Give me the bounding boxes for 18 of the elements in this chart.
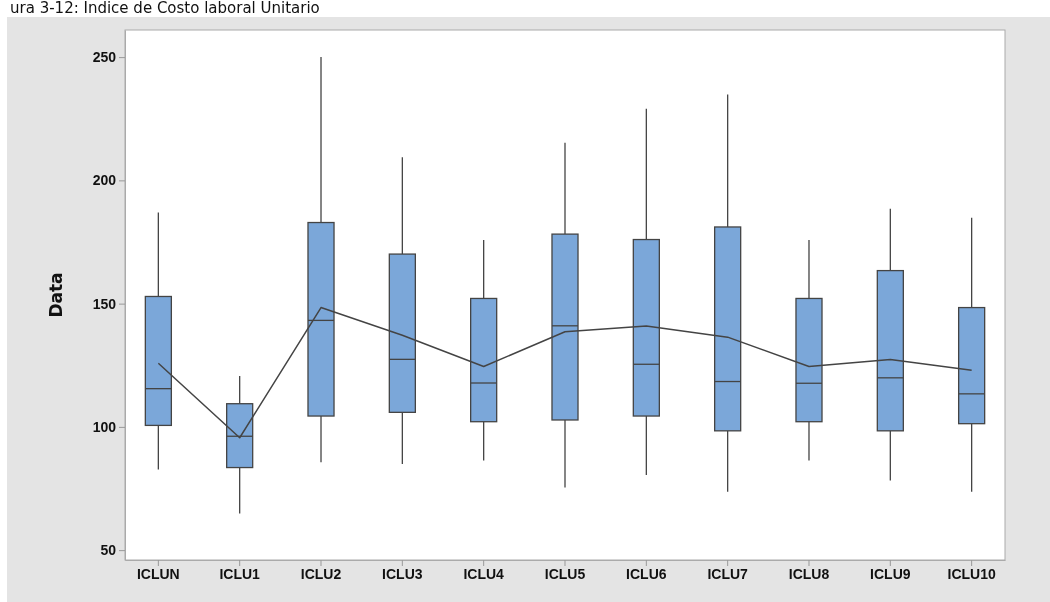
x-tick-label: ICLU1: [219, 565, 261, 582]
x-tick-label: ICLU8: [788, 565, 830, 582]
y-axis-title: Data: [46, 272, 66, 318]
x-tick-label: ICLU5: [544, 565, 586, 582]
x-tick-label: ICLU7: [707, 565, 749, 582]
chart-title: ura 3-12: Índice de Costo laboral Unitario: [10, 0, 320, 17]
x-tick-label: ICLU2: [300, 565, 342, 582]
y-tick-label: 250: [92, 49, 117, 66]
x-tick-label: ICLU6: [626, 565, 667, 582]
y-tick-label: 150: [92, 295, 117, 312]
y-tick-label: 200: [92, 172, 117, 189]
x-tick-label: ICLU10: [947, 565, 996, 582]
y-tick-label: 50: [100, 542, 117, 559]
y-tick-label: 100: [92, 418, 117, 435]
x-tick-label: ICLUN: [136, 565, 180, 582]
x-tick-label: ICLU3: [382, 565, 423, 582]
x-tick-label: ICLU4: [463, 565, 505, 582]
x-tick-label: ICLU9: [870, 565, 911, 582]
